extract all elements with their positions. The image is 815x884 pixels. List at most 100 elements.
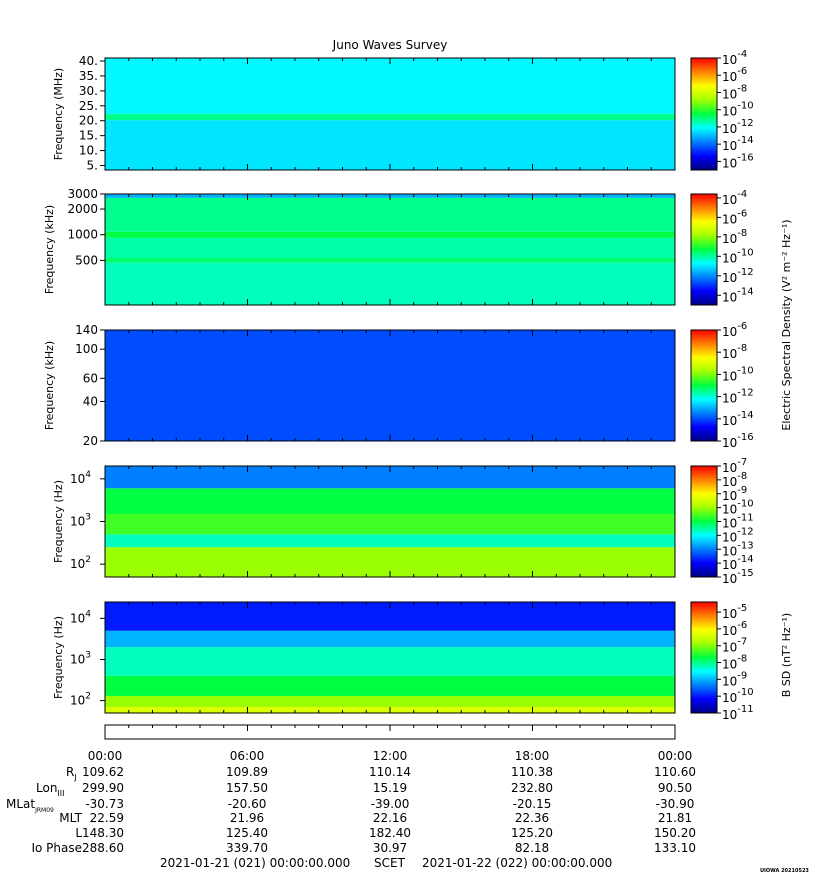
ephemeris-value: 182.40 bbox=[369, 826, 411, 840]
colorbar-tick-exponent: -8 bbox=[737, 228, 747, 239]
ephemeris-value: 110.60 bbox=[654, 765, 696, 779]
colorbar-tick-exponent: -12 bbox=[737, 267, 753, 278]
colorbar-tick-exponent: -12 bbox=[737, 526, 753, 537]
row-label-l: L bbox=[75, 826, 82, 840]
colorbar-tick-label: 10-12 bbox=[722, 118, 754, 136]
lon-main: Lon bbox=[36, 781, 57, 795]
colorbar-tick-label: 10-8 bbox=[722, 228, 747, 246]
colorbar-tick-label: 10-16 bbox=[722, 432, 754, 450]
spectrogram-image bbox=[105, 330, 675, 441]
scet-start: 2021-01-21 (021) 00:00:00.000 bbox=[160, 856, 350, 870]
row-label-io-phase: Io Phase bbox=[31, 841, 82, 855]
ephemeris-value: 30.97 bbox=[373, 841, 407, 855]
spectral-band bbox=[105, 262, 675, 305]
x-ticks bbox=[104, 194, 676, 305]
colorbar-tick-exponent: -8 bbox=[737, 654, 747, 665]
y-tick-exponent: 2 bbox=[85, 692, 91, 702]
colorbar-tick-exponent: -10 bbox=[737, 365, 753, 376]
colorbar-tick-exponent: -14 bbox=[737, 410, 753, 421]
ephemeris-value: 133.10 bbox=[654, 841, 696, 855]
colorbar-tick-label: 10-12 bbox=[722, 267, 754, 285]
colorbar-tick-exponent: -9 bbox=[737, 670, 747, 681]
colorbar-tick-exponent: -6 bbox=[737, 321, 747, 332]
colorbar-tick-exponent: -10 bbox=[737, 499, 753, 510]
y-axis-label: Frequency (Hz) bbox=[52, 480, 65, 563]
time-label: 18:00 bbox=[515, 749, 550, 763]
spectral-band bbox=[105, 197, 675, 232]
spectral-band bbox=[105, 231, 675, 238]
colorbar-tick-label: 10-10 bbox=[722, 247, 754, 265]
colorbar-tick-exponent: -7 bbox=[737, 457, 747, 468]
colorbar bbox=[690, 57, 718, 171]
ephemeris-value: 15.19 bbox=[373, 781, 407, 795]
rj-subscript: J bbox=[73, 773, 76, 782]
colorbar-tick-exponent: -9 bbox=[737, 485, 747, 496]
y-tick-label: 140 bbox=[75, 323, 98, 337]
row-label-mlt: MLT bbox=[59, 811, 82, 825]
mlat-main: MLat bbox=[6, 797, 35, 811]
y-tick-label: 103 bbox=[70, 513, 91, 529]
colorbar bbox=[690, 601, 718, 714]
ephemeris-value: 157.50 bbox=[226, 781, 268, 795]
scet-label: SCET bbox=[374, 856, 406, 870]
colorbar-tick-exponent: -11 bbox=[737, 704, 753, 715]
row-label-mlat: MLatJRM09 bbox=[6, 797, 54, 814]
colorbar-tick-label: 10-10 bbox=[722, 101, 754, 119]
electric-colorbar-title: Electric Spectral Density (V² m⁻² Hz⁻¹) bbox=[780, 219, 793, 430]
colorbar-tick-label: 10-9 bbox=[722, 670, 747, 688]
y-tick-exponent: 4 bbox=[85, 470, 91, 480]
y-tick-label: 35. bbox=[79, 69, 98, 83]
spectral-band bbox=[105, 120, 675, 170]
colorbar-tick-exponent: -14 bbox=[737, 554, 753, 565]
colorbar-tick-label: 10-12 bbox=[722, 388, 754, 406]
footer-stamp: UIOWA 20210523 bbox=[760, 868, 809, 874]
row-label-rj: RJ bbox=[66, 765, 77, 782]
colorbar-tick-label: 10-10 bbox=[722, 365, 754, 383]
spectrogram-image bbox=[105, 466, 675, 577]
spectral-band bbox=[105, 647, 675, 676]
y-tick-label: 103 bbox=[70, 650, 91, 666]
ephemeris-value: 339.70 bbox=[226, 841, 268, 855]
colorbar-tick-label: 10-14 bbox=[722, 135, 754, 153]
lon-subscript: III bbox=[57, 789, 64, 798]
time-label: 12:00 bbox=[373, 749, 408, 763]
colorbar-tick-exponent: -8 bbox=[737, 83, 747, 94]
y-tick-exponent: 3 bbox=[85, 650, 91, 660]
colorbar-tick-label: 10-5 bbox=[722, 603, 747, 621]
ephemeris-value: -30.90 bbox=[656, 797, 695, 811]
colorbar-tick-label: 10-6 bbox=[722, 620, 747, 638]
spectral-band bbox=[105, 534, 675, 548]
ephemeris-table: 00:00 06:00 12:00 18:00 00:00 RJ LonIII … bbox=[6, 749, 696, 870]
spectral-band bbox=[105, 630, 675, 648]
colorbar-tick-label: 10-6 bbox=[722, 321, 747, 339]
spectral-band bbox=[105, 488, 675, 514]
ephemeris-value: 21.96 bbox=[230, 811, 264, 825]
spectrogram-panel-1: 5.10.15.20.25.30.35.40. Frequency (MHz) 10… bbox=[52, 49, 754, 173]
colorbar-tick-label: 10-8 bbox=[722, 83, 747, 101]
y-axis-label: Frequency (Hz) bbox=[52, 616, 65, 699]
y-tick-exponent: 4 bbox=[85, 609, 91, 619]
time-label: 06:00 bbox=[230, 749, 265, 763]
scet-end: 2021-01-22 (022) 00:00:00.000 bbox=[422, 856, 612, 870]
colorbar-tick-exponent: -10 bbox=[737, 101, 753, 112]
chart-title: Juno Waves Survey bbox=[332, 38, 448, 52]
colorbar-tick-exponent: -12 bbox=[737, 388, 753, 399]
ephemeris-value: 110.38 bbox=[511, 765, 553, 779]
ephemeris-value: 22.16 bbox=[373, 811, 407, 825]
time-label: 00:00 bbox=[88, 749, 123, 763]
y-tick-label: 40. bbox=[79, 54, 98, 68]
colorbar-tick-label: 10-8 bbox=[722, 343, 747, 361]
colorbar-tick-exponent: -6 bbox=[737, 66, 747, 77]
row-label-lon: LonIII bbox=[36, 781, 65, 798]
x-ticks bbox=[104, 330, 676, 441]
colorbar-tick-exponent: -10 bbox=[737, 687, 753, 698]
ephemeris-value: 148.30 bbox=[82, 826, 124, 840]
colorbar-tick-exponent: -14 bbox=[737, 286, 753, 297]
spectrogram-panel-3: 20 40 60 100 140 Frequency (kHz) 10-16 10-14 10-… bbox=[43, 321, 754, 450]
ephemeris-value: 288.60 bbox=[82, 841, 124, 855]
ephemeris-value: -39.00 bbox=[371, 797, 410, 811]
y-axis: 102 103 104 bbox=[70, 609, 105, 708]
x-ticks bbox=[104, 466, 676, 577]
colorbar-tick-label: 10-7 bbox=[722, 637, 747, 655]
